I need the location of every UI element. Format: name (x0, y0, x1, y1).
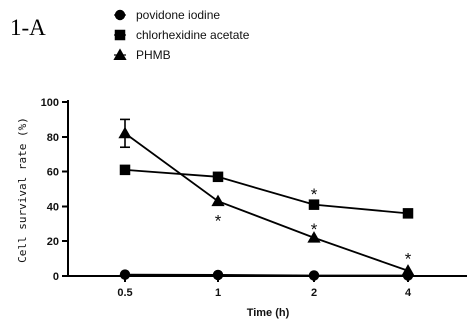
legend-item-circle: povidone iodine (114, 8, 220, 22)
y-axis-title: Cell survival rate (%) (16, 117, 29, 263)
legend-label: povidone iodine (136, 8, 220, 22)
data-point-square (119, 164, 131, 176)
plot-area: * * * * (118, 118, 415, 281)
series-triangle (118, 118, 415, 276)
data-point-triangle (211, 194, 225, 207)
y-tick-label: 80 (47, 132, 59, 144)
data-point-square (308, 199, 320, 210)
data-point-square (402, 208, 414, 219)
y-tick-label: 60 (47, 167, 59, 179)
data-point-square (212, 171, 224, 183)
series-line (124, 273, 408, 277)
significance-asterisk: * (215, 211, 222, 230)
x-axis-title: Time (h) (247, 307, 290, 319)
data-point-triangle (401, 264, 415, 276)
y-tick-label: 0 (53, 271, 59, 283)
series-circle (119, 269, 414, 281)
series-line (124, 132, 409, 272)
x-tick-label: 1 (215, 287, 221, 299)
data-point-triangle (307, 231, 321, 243)
data-point-circle (212, 269, 224, 281)
data-point-circle (119, 269, 131, 280)
series-square (119, 164, 414, 219)
legend-label: chlorhexidine acetate (136, 28, 250, 42)
series-line (124, 168, 409, 215)
data-point-triangle (118, 126, 132, 139)
legend-label: PHMB (136, 48, 171, 62)
x-tick-label: 4 (405, 287, 412, 299)
x-tick-label: 2 (311, 287, 317, 299)
panel-label: 1-A (10, 15, 46, 40)
y-tick-label: 100 (41, 97, 59, 109)
significance-asterisk: * (311, 185, 318, 204)
legend-marker-triangle (113, 48, 127, 60)
data-point-circle (308, 270, 320, 281)
significance-asterisk: * (405, 250, 412, 269)
y-tick-label: 40 (47, 201, 59, 213)
legend-item-triangle: PHMB (113, 48, 171, 62)
y-tick-label: 20 (47, 236, 59, 248)
legend: povidone iodine chlorhexidine acetate PHMB (113, 8, 250, 62)
significance-asterisk: * (311, 220, 318, 239)
legend-item-square: chlorhexidine acetate (114, 28, 250, 42)
x-tick-label: 0.5 (117, 287, 132, 299)
